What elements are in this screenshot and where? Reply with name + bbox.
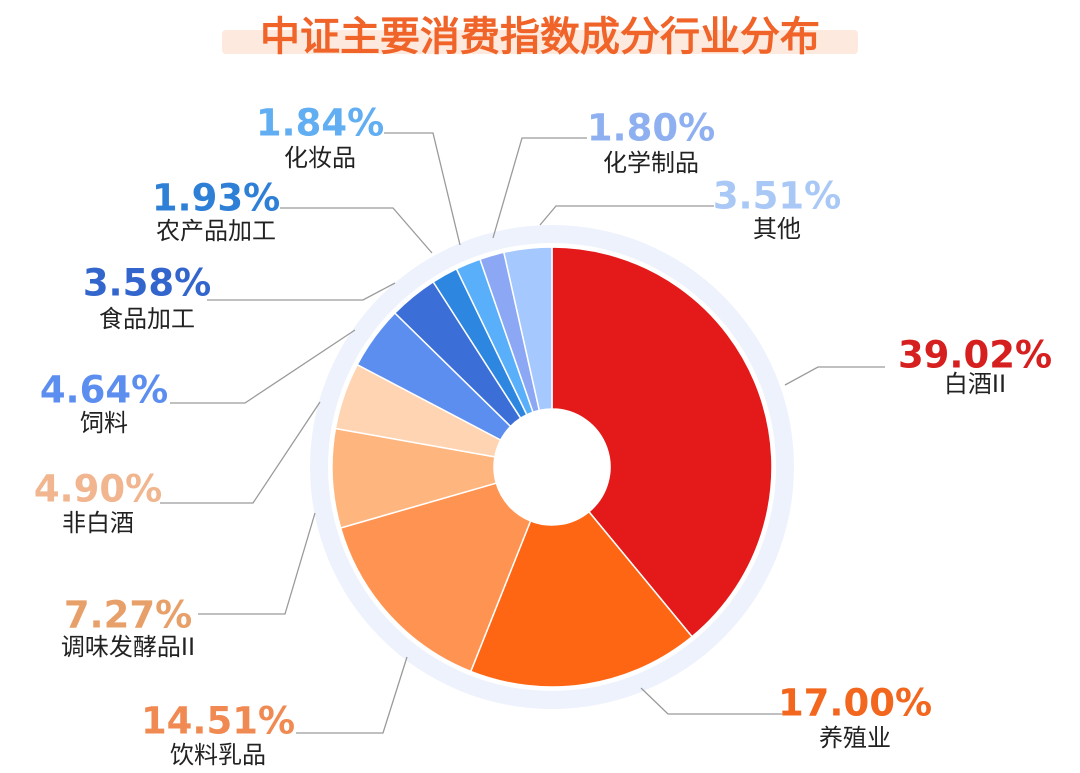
- slice-percent-label-10: 1.80%: [587, 107, 715, 150]
- leader-line-9: [384, 132, 461, 246]
- pie-slice-3: [339, 482, 532, 673]
- slice-category-label-9: 化妆品: [284, 144, 356, 172]
- slice-category-label-11: 其他: [753, 215, 801, 243]
- slice-percent-label-9: 1.84%: [256, 102, 384, 145]
- slice-percent-label-7: 3.58%: [83, 262, 211, 305]
- slice-category-label-8: 农产品加工: [156, 217, 276, 245]
- slice-category-label-2: 养殖业: [819, 724, 891, 752]
- slice-category-label-7: 食品加工: [99, 305, 195, 333]
- leader-line-2: [640, 687, 782, 715]
- slice-category-label-3: 饮料乳品: [170, 741, 266, 769]
- pie-slice-1: [551, 246, 773, 638]
- chart-title-highlight: [222, 30, 858, 54]
- slice-category-label-6: 饲料: [80, 409, 128, 437]
- leader-line-4: [198, 512, 316, 615]
- slice-percent-label-11: 3.51%: [713, 175, 841, 218]
- leader-line-11: [539, 205, 714, 226]
- leader-line-3: [296, 656, 408, 734]
- slice-percent-label-6: 4.64%: [40, 369, 168, 412]
- pie-slice-11: [502, 246, 553, 412]
- slice-category-label-4: 调味发酵品II: [61, 633, 195, 661]
- leader-line-10: [492, 137, 587, 239]
- slice-percent-label-3: 14.51%: [141, 700, 295, 743]
- pie-slice-2: [469, 510, 694, 688]
- slice-category-label-5: 非白酒: [62, 509, 134, 537]
- slice-percent-label-4: 7.27%: [64, 594, 192, 637]
- slice-percent-label-5: 4.90%: [34, 468, 162, 511]
- leader-line-7: [207, 282, 396, 301]
- slice-percent-label-2: 17.00%: [778, 682, 932, 725]
- leader-line-8: [280, 207, 433, 254]
- leader-line-6: [170, 329, 356, 404]
- leader-line-5: [160, 401, 321, 504]
- slice-category-label-10: 化学制品: [603, 149, 699, 177]
- slice-percent-label-8: 1.93%: [152, 177, 280, 220]
- slice-category-label-1: 白酒II: [944, 370, 1006, 398]
- leader-line-1: [784, 366, 885, 386]
- chart-title: 中证主要消费指数成分行业分布: [260, 14, 820, 60]
- slice-percent-label-1: 39.02%: [898, 334, 1052, 377]
